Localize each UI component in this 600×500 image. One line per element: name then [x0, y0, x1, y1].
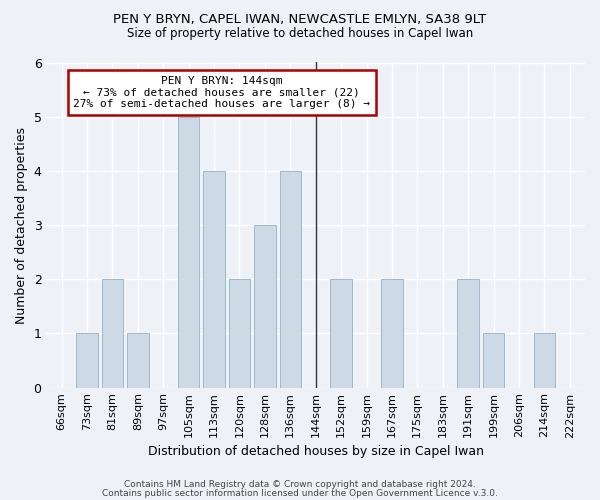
- Bar: [178, 116, 199, 388]
- Bar: [254, 225, 275, 388]
- Bar: [533, 334, 555, 388]
- Bar: [483, 334, 505, 388]
- Text: Contains public sector information licensed under the Open Government Licence v.: Contains public sector information licen…: [102, 488, 498, 498]
- Bar: [280, 171, 301, 388]
- Bar: [331, 279, 352, 388]
- X-axis label: Distribution of detached houses by size in Capel Iwan: Distribution of detached houses by size …: [148, 444, 484, 458]
- Bar: [76, 334, 98, 388]
- Bar: [203, 171, 225, 388]
- Bar: [457, 279, 479, 388]
- Bar: [381, 279, 403, 388]
- Text: PEN Y BRYN: 144sqm
← 73% of detached houses are smaller (22)
27% of semi-detache: PEN Y BRYN: 144sqm ← 73% of detached hou…: [73, 76, 370, 109]
- Bar: [101, 279, 123, 388]
- Text: Size of property relative to detached houses in Capel Iwan: Size of property relative to detached ho…: [127, 28, 473, 40]
- Text: Contains HM Land Registry data © Crown copyright and database right 2024.: Contains HM Land Registry data © Crown c…: [124, 480, 476, 489]
- Bar: [127, 334, 149, 388]
- Text: PEN Y BRYN, CAPEL IWAN, NEWCASTLE EMLYN, SA38 9LT: PEN Y BRYN, CAPEL IWAN, NEWCASTLE EMLYN,…: [113, 12, 487, 26]
- Bar: [229, 279, 250, 388]
- Y-axis label: Number of detached properties: Number of detached properties: [15, 126, 28, 324]
